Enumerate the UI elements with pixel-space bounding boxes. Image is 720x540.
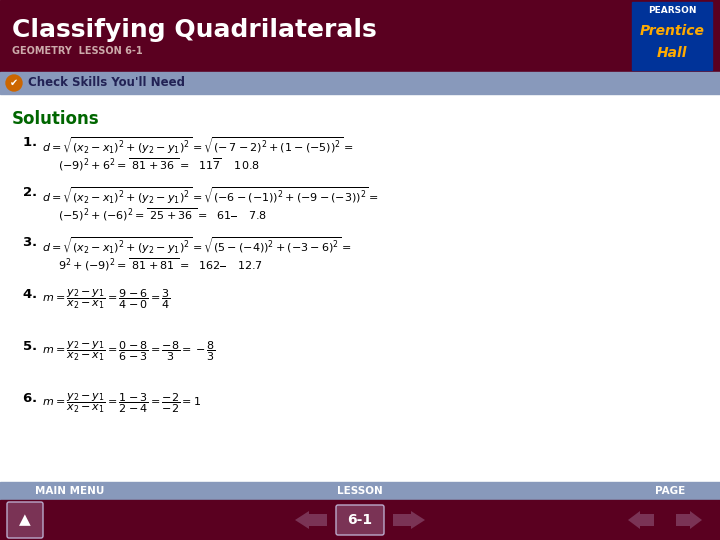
FancyArrow shape (393, 511, 425, 529)
Text: $d = \sqrt{(x_2 - x_1)^2 + (y_2 - y_1)^2} = \sqrt{(-\,7 - 2)^2 + (1 - (-5))^2} =: $d = \sqrt{(x_2 - x_1)^2 + (y_2 - y_1)^2… (42, 136, 354, 156)
Text: $9^2 + (-9)^2 = \overline{\ 81 + 81\ } =\ \ 162\overline{\ }\ \ \ \ 12.7$: $9^2 + (-9)^2 = \overline{\ 81 + 81\ } =… (58, 256, 263, 273)
Text: ▲: ▲ (19, 512, 31, 528)
Text: $\mathbf{5.}$: $\mathbf{5.}$ (22, 340, 37, 353)
Text: $m = \dfrac{y_2 - y_1}{x_2 - x_1} = \dfrac{1 - 3}{2 - 4} = \dfrac{-2}{-2} = 1$: $m = \dfrac{y_2 - y_1}{x_2 - x_1} = \dfr… (42, 392, 201, 415)
Bar (0, 0, 720, 72)
Text: $(-9)^2 + 6^2 = \overline{\ 81 + 36\ } =\ \ 11\overline{7}\ \ \ \ 10.8$: $(-9)^2 + 6^2 = \overline{\ 81 + 36\ } =… (58, 156, 260, 173)
Text: $\mathbf{3.}$: $\mathbf{3.}$ (22, 236, 37, 249)
Text: $\mathbf{1.}$: $\mathbf{1.}$ (22, 136, 37, 149)
Text: GEOMETRY  LESSON 6-1: GEOMETRY LESSON 6-1 (12, 46, 143, 56)
FancyArrow shape (628, 511, 654, 529)
Text: LESSON: LESSON (337, 486, 383, 496)
Text: $(-5)^2 + (-6)^2 = \overline{\ 25 + 36\ } =\ \ 61\overline{\ }\ \ \ \ 7.8$: $(-5)^2 + (-6)^2 = \overline{\ 25 + 36\ … (58, 206, 267, 222)
FancyArrow shape (295, 511, 327, 529)
FancyBboxPatch shape (7, 502, 43, 538)
Text: Hall: Hall (657, 46, 688, 60)
Text: Check Skills You'll Need: Check Skills You'll Need (28, 77, 185, 90)
Bar (0, 482, 720, 500)
FancyArrow shape (676, 511, 702, 529)
Text: PAGE: PAGE (654, 486, 685, 496)
Bar (0, 72, 720, 94)
Bar (0, 500, 720, 540)
Text: MAIN MENU: MAIN MENU (35, 486, 104, 496)
Text: $d = \sqrt{(x_2 - x_1)^2 + (y_2 - y_1)^2} = \sqrt{(-6-(-1))^2 + (-9-(-3))^2} =$: $d = \sqrt{(x_2 - x_1)^2 + (y_2 - y_1)^2… (42, 186, 379, 206)
Text: 6-1: 6-1 (348, 513, 372, 527)
Text: Solutions: Solutions (12, 110, 99, 128)
Text: $\mathbf{6.}$: $\mathbf{6.}$ (22, 392, 37, 405)
Text: $\mathbf{4.}$: $\mathbf{4.}$ (22, 288, 37, 301)
Bar (632, 2, 712, 70)
Text: $m = \dfrac{y_2 - y_1}{x_2 - x_1} = \dfrac{9 - 6}{4 - 0} = \dfrac{3}{4}$: $m = \dfrac{y_2 - y_1}{x_2 - x_1} = \dfr… (42, 288, 171, 312)
Text: ✔: ✔ (10, 78, 18, 88)
Text: Prentice: Prentice (639, 24, 704, 38)
Text: Classifying Quadrilaterals: Classifying Quadrilaterals (12, 18, 377, 42)
Text: $d = \sqrt{(x_2 - x_1)^2 + (y_2 - y_1)^2} = \sqrt{(5-(-4))^2 + (-3-6)^2} =$: $d = \sqrt{(x_2 - x_1)^2 + (y_2 - y_1)^2… (42, 236, 351, 256)
Text: PEARSON: PEARSON (648, 6, 696, 15)
Text: $m = \dfrac{y_2 - y_1}{x_2 - x_1} = \dfrac{0 - 8}{6 - 3} = \dfrac{-8}{3} = -\dfr: $m = \dfrac{y_2 - y_1}{x_2 - x_1} = \dfr… (42, 340, 216, 363)
Text: $\mathbf{2.}$: $\mathbf{2.}$ (22, 186, 37, 199)
FancyBboxPatch shape (336, 505, 384, 535)
Circle shape (6, 75, 22, 91)
